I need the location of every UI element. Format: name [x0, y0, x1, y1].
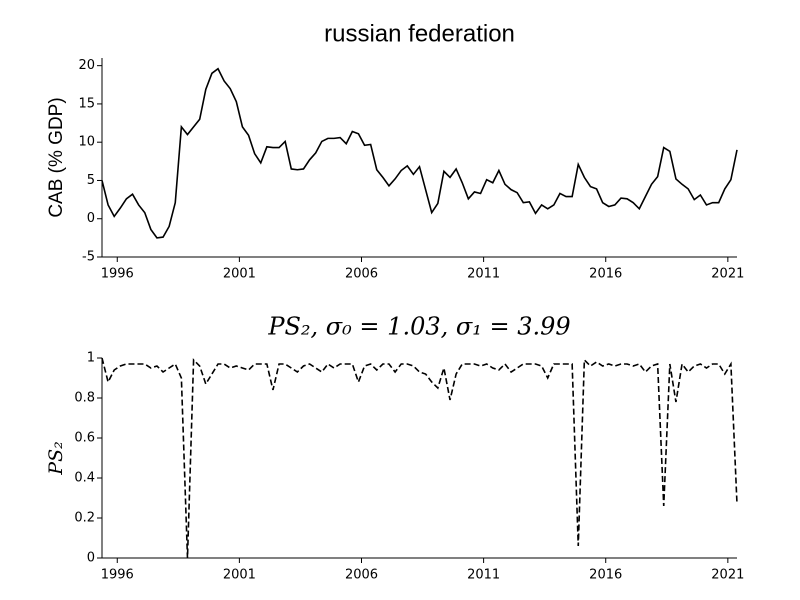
- y-tick-label: 0.2: [74, 511, 95, 526]
- x-tick-label: 2021: [711, 267, 744, 282]
- x-tick-label: 2011: [467, 568, 500, 583]
- chart-title: PS₂, σ₀ = 1.03, σ₁ = 3.99: [267, 313, 570, 341]
- y-tick-label: 5: [87, 173, 95, 188]
- y-tick-label: 0.6: [74, 431, 95, 446]
- y-axis-label: PS₂: [45, 441, 67, 475]
- x-tick-label: 2001: [223, 267, 256, 282]
- x-tick-label: 1996: [101, 267, 134, 282]
- x-tick-label: 2021: [711, 568, 744, 583]
- y-axis-label: CAB (% GDP): [46, 97, 67, 217]
- y-tick-label: -5: [82, 250, 95, 265]
- x-tick-label: 2001: [223, 568, 256, 583]
- x-tick-label: 2011: [467, 267, 500, 282]
- y-tick-label: 0: [87, 551, 95, 566]
- x-tick-label: 2016: [589, 267, 622, 282]
- x-tick-label: 1996: [101, 568, 134, 583]
- x-tick-label: 2006: [345, 568, 378, 583]
- y-tick-label: 0.8: [74, 391, 95, 406]
- data-line: [101, 357, 738, 559]
- y-tick-label: 15: [78, 96, 95, 111]
- y-tick-label: 0: [87, 211, 95, 226]
- x-tick-label: 2006: [345, 267, 378, 282]
- data-line: [101, 67, 738, 239]
- y-tick-label: 10: [78, 135, 95, 150]
- y-tick-label: 20: [78, 58, 95, 73]
- y-tick-label: 0.4: [74, 471, 95, 486]
- y-tick-label: 1: [87, 351, 95, 366]
- x-tick-label: 2016: [589, 568, 622, 583]
- chart-title: russian federation: [324, 20, 515, 47]
